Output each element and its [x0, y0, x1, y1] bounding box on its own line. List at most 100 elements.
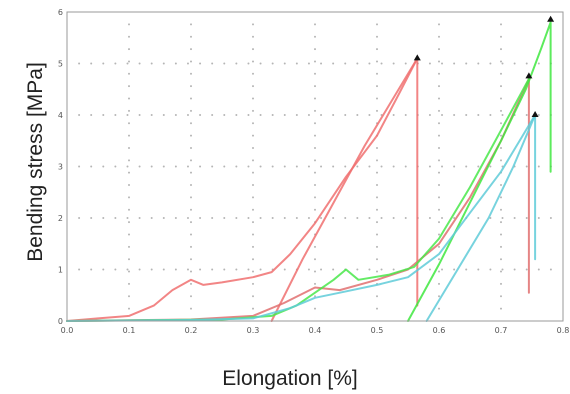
grid-dot — [190, 97, 192, 100]
grid-dot — [128, 221, 130, 224]
grid-dot — [537, 62, 540, 65]
grid-dot — [428, 62, 431, 65]
grid-dot — [102, 165, 105, 168]
grid-dot — [525, 62, 528, 65]
grid-dot — [500, 97, 502, 100]
grid-dot — [174, 62, 177, 65]
grid-dot — [314, 60, 316, 63]
grid-dot — [102, 217, 105, 219]
grid-dot — [500, 48, 502, 51]
plot-frame — [66, 11, 564, 322]
grid-dot — [307, 165, 310, 168]
grid-dot — [438, 208, 440, 211]
grid-dot — [150, 62, 153, 65]
grid-dot — [295, 114, 298, 116]
grid-dot — [128, 159, 130, 162]
grid-dot — [128, 295, 130, 298]
grid-dot — [465, 62, 468, 65]
grid-dot — [314, 258, 316, 261]
grid-dot — [314, 184, 316, 187]
grid-dot — [438, 97, 440, 100]
grid-dot — [252, 159, 254, 162]
grid-dot — [283, 217, 286, 219]
grid-dot — [380, 268, 383, 271]
grid-dot — [376, 295, 378, 298]
grid-dot — [376, 48, 378, 51]
grid-dot — [190, 196, 192, 199]
grid-dot — [404, 114, 407, 116]
grid-dot — [162, 268, 165, 271]
grid-dot — [223, 62, 226, 65]
y-tick-label: 1 — [58, 266, 63, 275]
grid-dot — [392, 114, 395, 116]
grid-dot — [441, 217, 444, 219]
grid-dot — [252, 221, 254, 224]
grid-dot — [314, 159, 316, 162]
grid-dot — [500, 184, 502, 187]
grid-dot — [252, 245, 254, 248]
grid-dot — [307, 217, 310, 219]
grid-dot — [128, 270, 130, 273]
grid-dot — [380, 165, 383, 168]
grid-dot — [438, 122, 440, 125]
grid-dot — [441, 165, 444, 168]
grid-dot — [344, 62, 347, 65]
grid-dot — [102, 62, 105, 65]
grid-dot — [314, 48, 316, 51]
end-markers — [413, 15, 555, 117]
grid-dot — [190, 35, 192, 38]
grid-dot — [392, 217, 395, 219]
grid-dot — [376, 307, 378, 310]
grid-dot — [428, 217, 431, 219]
grid-dot — [376, 258, 378, 261]
series-line-6 — [66, 114, 537, 322]
grid-dot — [252, 72, 254, 75]
grid-dot — [314, 307, 316, 310]
grid-dot — [477, 217, 480, 219]
grid-dot — [513, 62, 516, 65]
grid-dot — [438, 196, 440, 199]
grid-dot — [190, 307, 192, 310]
grid-dot — [376, 196, 378, 199]
grid-dot — [128, 171, 130, 174]
grid-dot — [314, 85, 316, 88]
grid-dot — [247, 62, 250, 65]
grid-dot — [537, 268, 540, 271]
y-tick-label: 0 — [58, 317, 63, 326]
grid-dot — [376, 159, 378, 162]
grid-dot — [320, 62, 323, 65]
grid-dot — [223, 165, 226, 168]
grid-dot — [314, 23, 316, 26]
grid-dot — [500, 60, 502, 63]
grid-dot — [438, 48, 440, 51]
grid-dot — [376, 23, 378, 26]
grid-dot — [438, 72, 440, 75]
grid-dot — [190, 122, 192, 125]
grid-dot — [190, 159, 192, 162]
grid-dot — [252, 196, 254, 199]
grid-dot — [283, 165, 286, 168]
grid-dot — [438, 60, 440, 63]
grid-dot — [441, 62, 444, 65]
grid-dot — [128, 134, 130, 137]
grid-dot — [128, 245, 130, 248]
grid-dot — [128, 72, 130, 75]
x-tick-label: 0.3 — [247, 326, 260, 335]
grid-dot — [138, 165, 141, 168]
grid-dot — [271, 165, 274, 168]
grid-dot — [376, 221, 378, 224]
grid-dot — [392, 268, 395, 271]
grid-dot — [376, 146, 378, 149]
grid-dot — [174, 114, 177, 116]
grid-dot — [128, 184, 130, 187]
grid-dot — [259, 268, 262, 271]
series-line-5 — [407, 21, 552, 322]
grid-dot — [368, 114, 371, 116]
grid-dot — [501, 114, 504, 116]
series-line-4 — [66, 77, 530, 322]
grid-dot — [190, 282, 192, 285]
grid-dot — [128, 97, 130, 100]
grid-dot — [344, 217, 347, 219]
x-tick-label: 0.4 — [309, 326, 322, 335]
